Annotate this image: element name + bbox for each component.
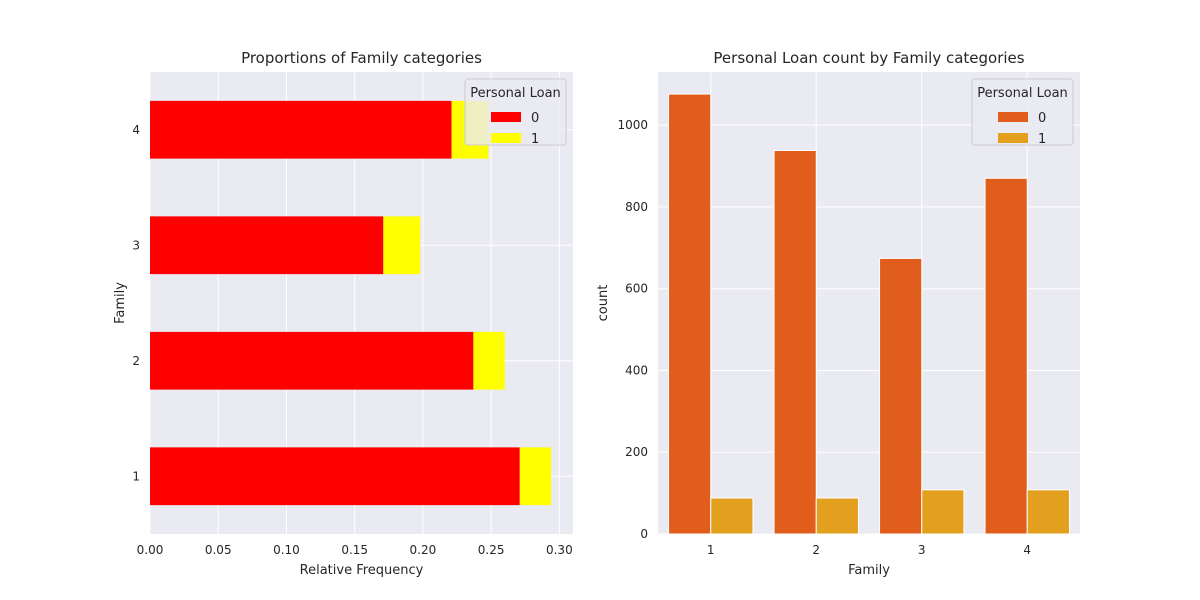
right-y-axis-label: count xyxy=(596,285,611,322)
left-x-tick-label: 0.25 xyxy=(478,543,505,557)
left-x-tick-label: 0.05 xyxy=(205,543,232,557)
left-y-tick-label: 1 xyxy=(132,469,140,483)
right-y-tick-label: 400 xyxy=(625,363,648,377)
left-x-tick-label: 0.30 xyxy=(546,543,573,557)
left-x-tick-label: 0.20 xyxy=(410,543,437,557)
right-x-tick-label: 4 xyxy=(1023,543,1031,557)
left-legend-swatch xyxy=(491,112,521,122)
left-chart-title: Proportions of Family categories xyxy=(241,49,482,67)
left-bar-family-2-loan-0 xyxy=(150,331,474,390)
right-chart-title: Personal Loan count by Family categories xyxy=(713,49,1024,67)
right-x-tick-label: 1 xyxy=(707,543,715,557)
right-legend: Personal Loan 0 1 xyxy=(971,78,1074,147)
right-y-tick-label: 1000 xyxy=(617,118,648,132)
right-bar-family-2-loan-0 xyxy=(773,149,817,535)
left-x-tick-label: 0.10 xyxy=(273,543,300,557)
left-legend-label: 1 xyxy=(531,132,539,147)
left-y-tick-label: 4 xyxy=(132,123,140,137)
right-bar-family-3-loan-1 xyxy=(921,489,965,535)
left-bar-family-3-loan-1 xyxy=(383,216,421,275)
right-chart: 0 200 400 600 800 1000 1 2 3 4 Personal Loan coun… xyxy=(596,49,1080,578)
left-legend: Personal Loan 0 1 xyxy=(464,78,567,147)
left-x-tick-label: 0.15 xyxy=(341,543,368,557)
left-bar-family-2-loan-1 xyxy=(473,331,505,390)
right-bar-family-4-loan-1 xyxy=(1026,489,1070,535)
right-legend-label: 1 xyxy=(1038,132,1046,147)
right-x-tick-label: 2 xyxy=(812,543,820,557)
left-bar-family-4-loan-0 xyxy=(150,100,452,159)
right-bar-family-2-loan-1 xyxy=(815,497,859,535)
right-bar-family-4-loan-0 xyxy=(984,177,1028,535)
right-legend-swatch xyxy=(998,133,1028,143)
right-legend-swatch xyxy=(998,112,1028,122)
left-y-tick-label: 3 xyxy=(132,238,140,252)
left-x-axis-label: Relative Frequency xyxy=(300,563,424,578)
right-x-tick-label: 3 xyxy=(918,543,926,557)
left-legend-swatch xyxy=(491,133,521,143)
right-x-axis-label: Family xyxy=(848,563,890,578)
right-y-tick-label: 600 xyxy=(625,282,648,296)
left-y-axis-label: Family xyxy=(113,282,128,324)
left-chart: 0.00 0.05 0.10 0.15 0.20 0.25 0.30 1 2 3 4 Proport… xyxy=(113,49,573,578)
right-bar-family-1-loan-1 xyxy=(710,497,754,535)
left-y-tick-label: 2 xyxy=(132,354,140,368)
left-bar-family-3-loan-0 xyxy=(150,216,384,275)
left-bar-family-1-loan-0 xyxy=(150,447,520,506)
right-y-tick-label: 800 xyxy=(625,200,648,214)
left-bar-family-1-loan-1 xyxy=(519,447,552,506)
left-x-tick-label: 0.00 xyxy=(137,543,164,557)
right-bar-family-3-loan-0 xyxy=(879,257,923,535)
left-legend-title: Personal Loan xyxy=(470,86,561,101)
left-legend-label: 0 xyxy=(531,111,539,126)
right-y-tick-label: 0 xyxy=(640,527,648,541)
right-legend-title: Personal Loan xyxy=(977,86,1068,101)
right-y-tick-label: 200 xyxy=(625,445,648,459)
right-legend-label: 0 xyxy=(1038,111,1046,126)
right-bar-family-1-loan-0 xyxy=(668,93,712,535)
